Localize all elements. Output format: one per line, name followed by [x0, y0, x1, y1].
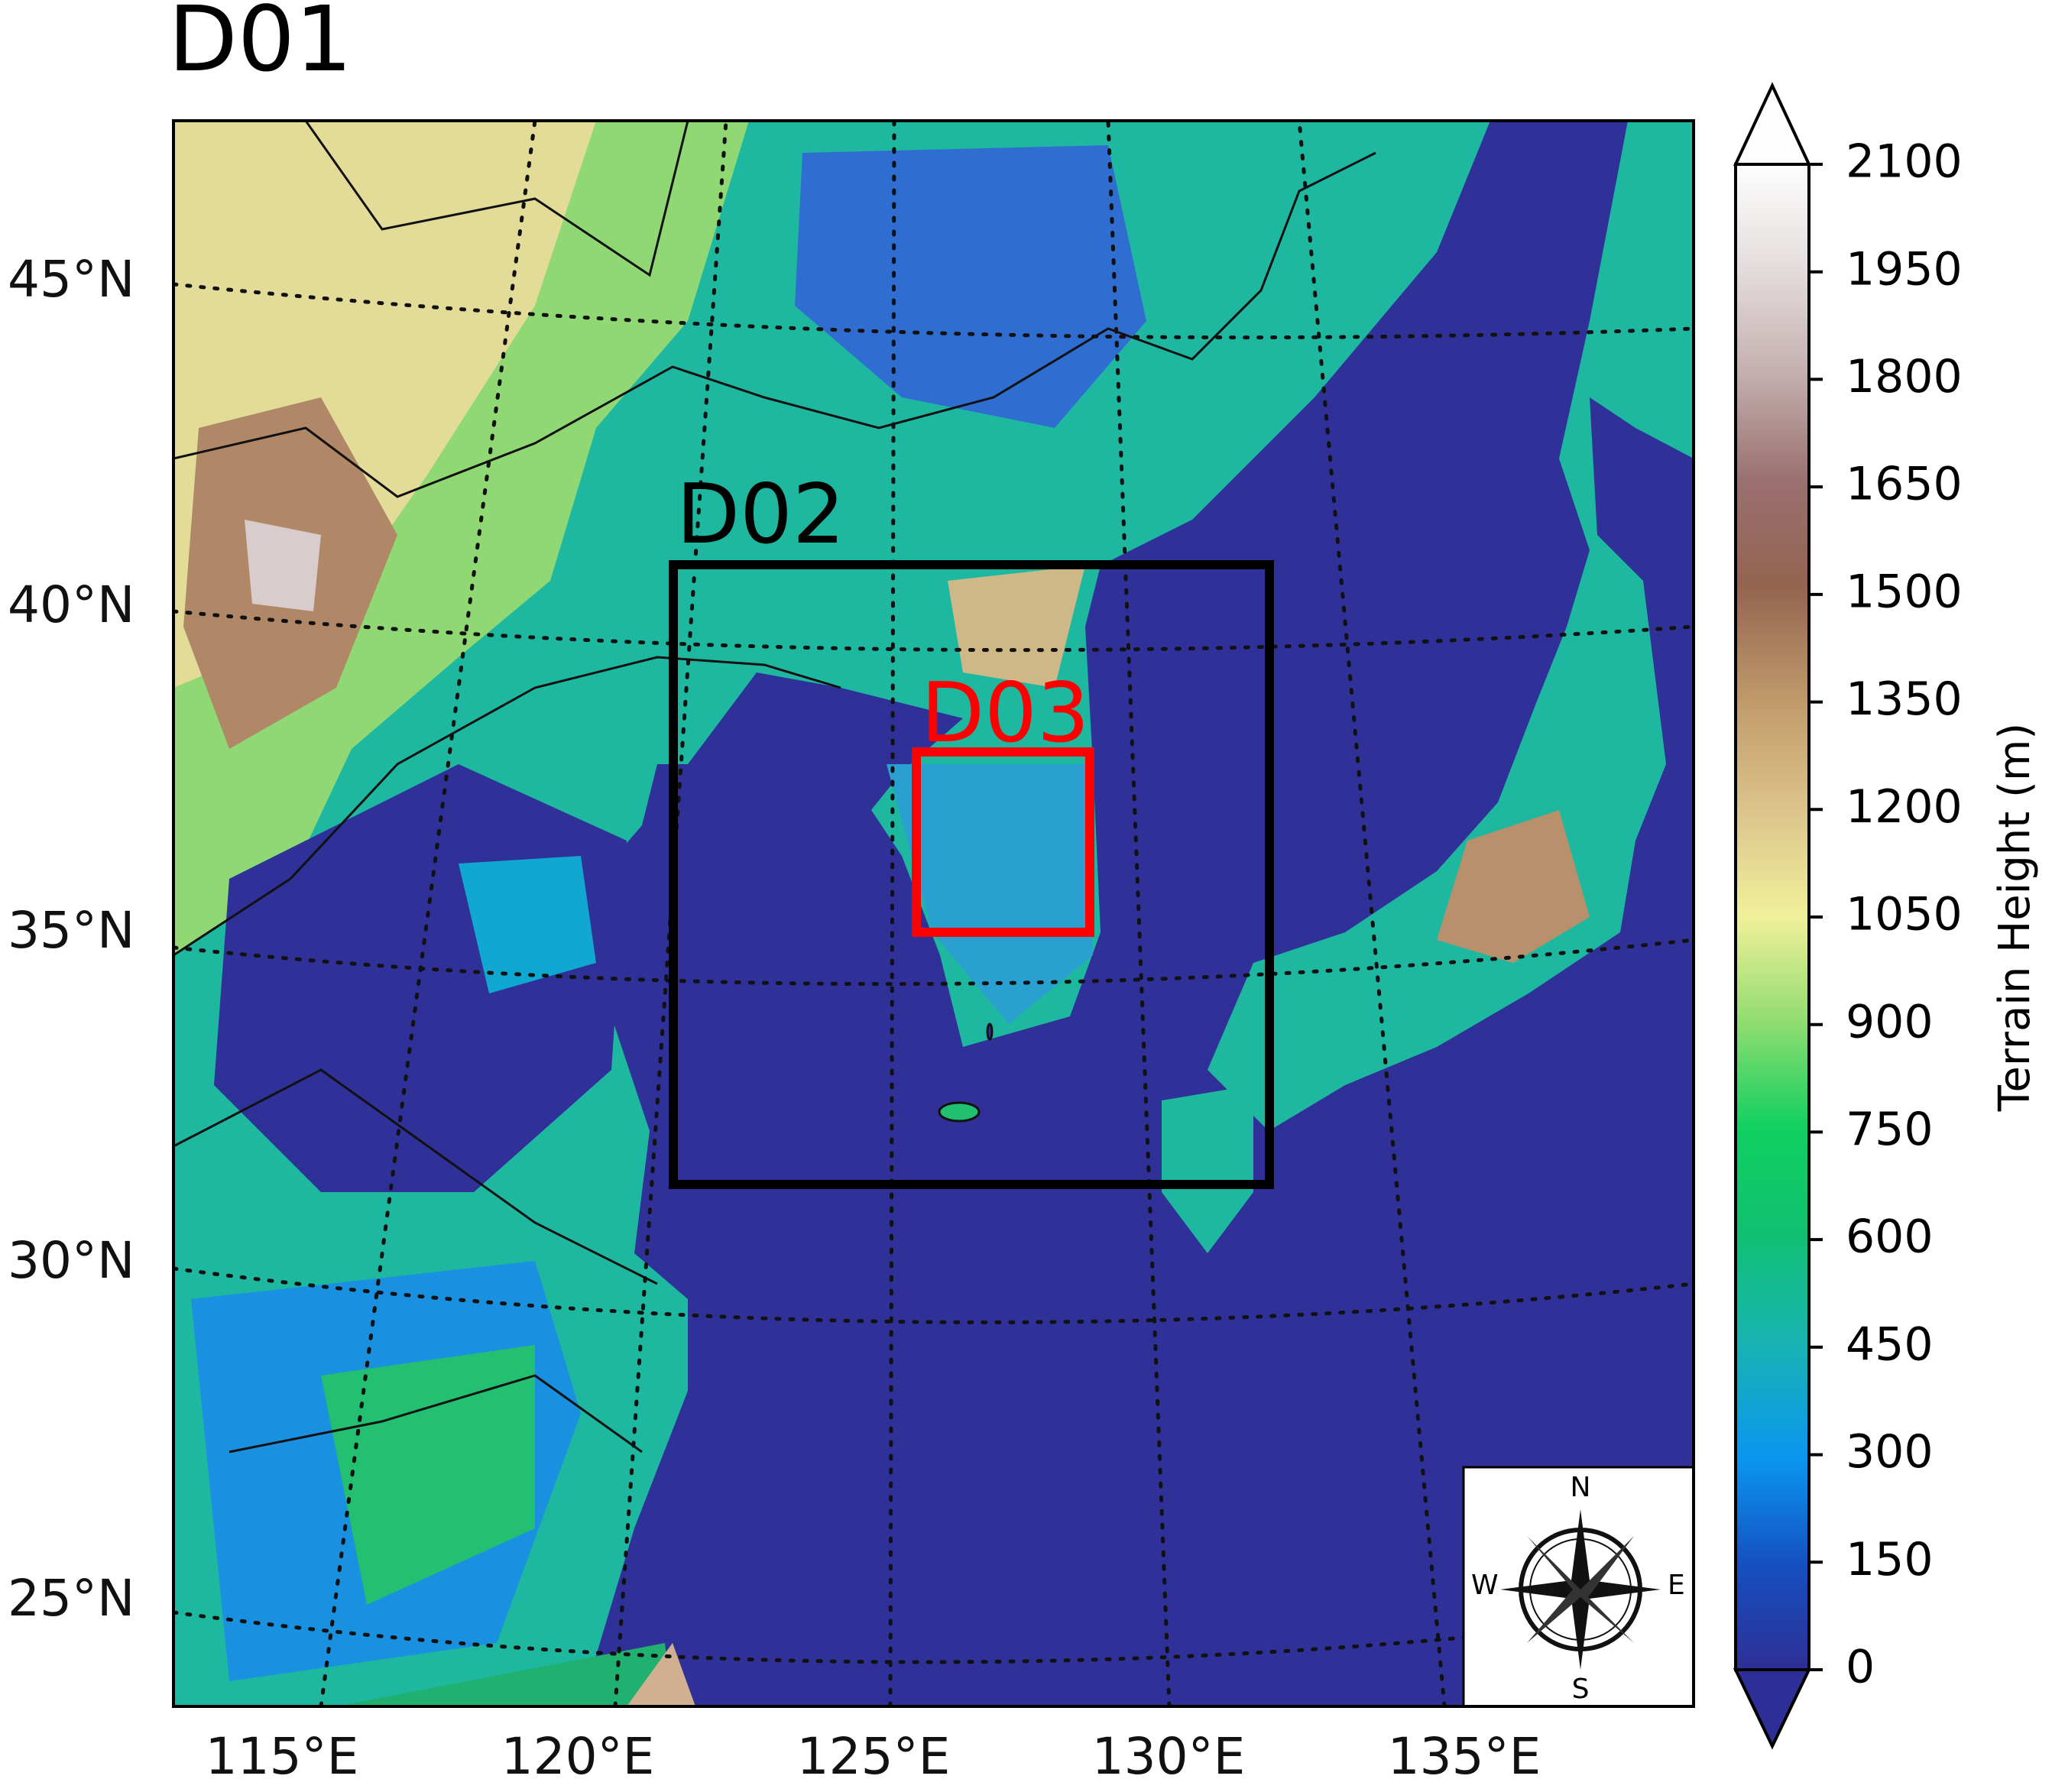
- map-title: D01: [168, 0, 352, 92]
- colorbar-tick-label: 1500: [1846, 565, 1963, 618]
- colorbar-tick-label: 450: [1846, 1317, 1934, 1371]
- colorbar-tick-label: 1650: [1846, 458, 1963, 511]
- compass-label: W: [1471, 1570, 1499, 1601]
- latitude-label: 25°N: [8, 1569, 135, 1628]
- compass-rose: N E S W: [1462, 1466, 1694, 1706]
- colorbar-tick-label: 1950: [1846, 242, 1963, 296]
- colorbar-label: Terrain Height (m): [1990, 723, 2040, 1113]
- latitude-label: 45°N: [8, 250, 135, 309]
- longitude-label: 120°E: [501, 1727, 655, 1786]
- colorbar: [1733, 82, 1812, 1750]
- colorbar-tick-label: 150: [1846, 1533, 1934, 1586]
- domain-label: D03: [921, 666, 1090, 761]
- compass-label: S: [1572, 1674, 1590, 1705]
- domain-d02-box: [669, 560, 1274, 1189]
- map-frame: [172, 119, 1695, 1708]
- longitude-label: 130°E: [1092, 1727, 1246, 1786]
- domain-d03-box: [912, 747, 1094, 937]
- longitude-label: 125°E: [797, 1727, 951, 1786]
- colorbar-tick-label: 1800: [1846, 350, 1963, 403]
- colorbar-tick-label: 1200: [1846, 780, 1963, 834]
- latitude-label: 30°N: [8, 1231, 135, 1290]
- latitude-label: 40°N: [8, 575, 135, 634]
- colorbar-tick-label: 900: [1846, 995, 1934, 1048]
- colorbar-tick-label: 2100: [1846, 135, 1963, 189]
- colorbar-tick-label: 750: [1846, 1103, 1934, 1156]
- domain-label: D02: [676, 467, 845, 562]
- longitude-label: 135°E: [1388, 1727, 1541, 1786]
- colorbar-tick-label: 300: [1846, 1425, 1934, 1479]
- colorbar-tick-label: 1350: [1846, 672, 1963, 726]
- colorbar-tick-label: 600: [1846, 1210, 1934, 1264]
- latitude-label: 35°N: [8, 901, 135, 960]
- compass-label: N: [1571, 1472, 1591, 1503]
- compass-label: E: [1668, 1570, 1685, 1601]
- colorbar-tick-label: 0: [1846, 1641, 1875, 1694]
- longitude-label: 115°E: [206, 1727, 359, 1786]
- colorbar-tick-label: 1050: [1846, 888, 1963, 941]
- terrain-map: D02 D03 N E S W: [173, 121, 1694, 1706]
